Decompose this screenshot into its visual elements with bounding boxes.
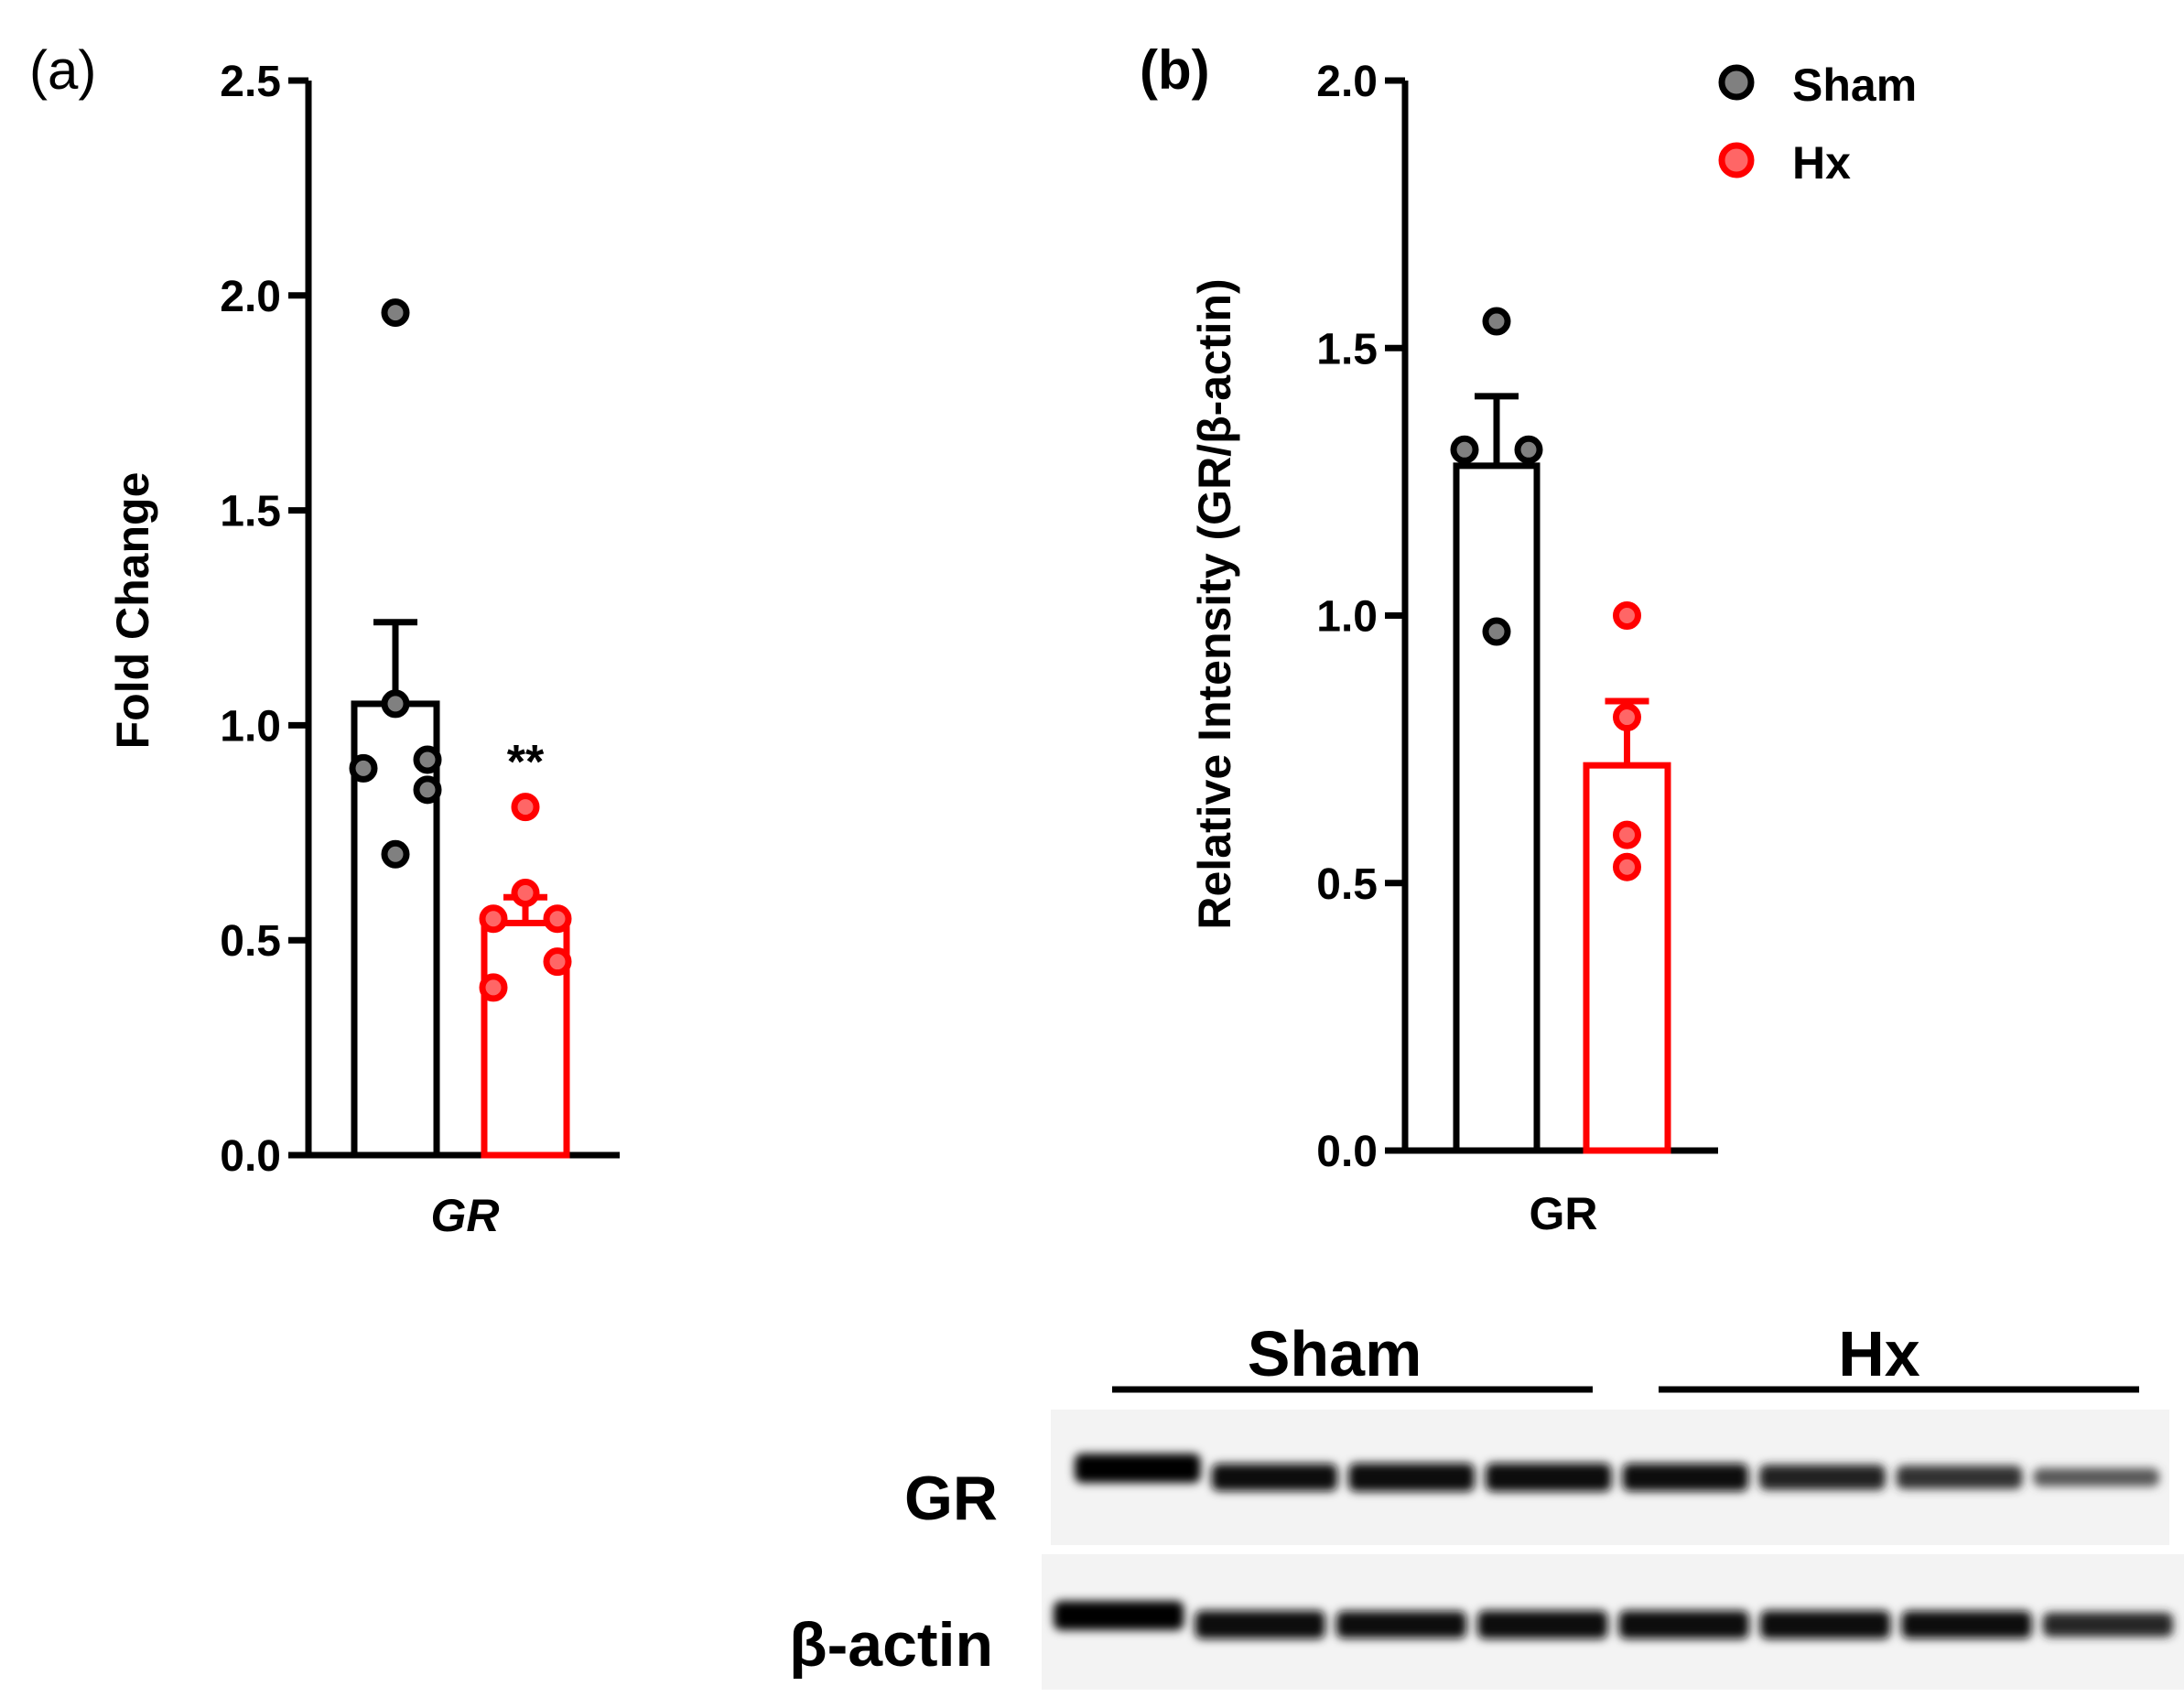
- panel-b-y-tick-label: 0.5: [1316, 860, 1378, 909]
- blot-bands-gr: [1075, 1454, 2159, 1492]
- blot-row-gr: GR: [904, 1410, 2169, 1545]
- panel-b-point-sham: [1514, 435, 1543, 464]
- panel-a-point-sham: [381, 839, 410, 869]
- panel-b-y-tick-label: 1.5: [1316, 325, 1378, 373]
- blot-group-label-sham: Sham: [1248, 1318, 1422, 1389]
- panel-a-plot-area: 0.0 0.5 1.0 1.5 2.0 2.5 **: [220, 58, 620, 1181]
- panel-b-category-label: GR: [1530, 1188, 1598, 1239]
- panel-a-point-hx: [511, 879, 540, 908]
- panel-a-point-sham: [413, 775, 442, 805]
- blot-band-gr: [2033, 1468, 2159, 1486]
- legend-marker-sham: [1718, 64, 1755, 101]
- panel-b-y-tick-label: 0.0: [1316, 1128, 1378, 1176]
- blot-group-label-hx: Hx: [1838, 1318, 1920, 1389]
- panel-a-y-tick-label: 0.5: [220, 917, 281, 966]
- panel-a-chart: (a) Fold Change 0.0 0.5 1.0 1.5 2.0 2.5 ** GR: [29, 39, 620, 1241]
- panel-b-y-tick-label: 2.0: [1316, 58, 1378, 106]
- blot-band-gr: [1348, 1463, 1475, 1492]
- panel-a-y-axis-title: Fold Change: [107, 472, 158, 750]
- panel-b-point-hx: [1613, 852, 1641, 881]
- panel-a-bar-hx: [481, 919, 570, 1159]
- blot-band-actin: [1054, 1601, 1184, 1630]
- blot-bands-actin: [1054, 1601, 2173, 1639]
- panel-b-bar-sham: [1453, 462, 1541, 1154]
- panel-b-point-hx: [1613, 601, 1641, 630]
- blot-row-label-actin: β-actin: [789, 1610, 993, 1680]
- panel-a-y-tick-label: 1.0: [220, 702, 281, 751]
- panel-a-point-hx: [479, 904, 508, 934]
- panel-a-y-tick-label: 2.5: [220, 58, 281, 106]
- blot-band-gr: [1759, 1465, 1886, 1490]
- panel-a-category-label: GR: [431, 1190, 500, 1241]
- blot-band-actin: [1759, 1610, 1891, 1639]
- blot-band-gr: [1485, 1463, 1612, 1492]
- blot-band-gr: [1075, 1454, 1201, 1483]
- panel-b-point-hx: [1613, 703, 1641, 732]
- blot-band-actin: [1195, 1610, 1325, 1639]
- legend-marker-hx: [1718, 142, 1755, 178]
- panel-a-point-sham: [381, 298, 410, 328]
- blot-band-actin: [1901, 1610, 2032, 1639]
- panel-a-point-hx: [543, 904, 572, 934]
- panel-a-point-sham: [349, 753, 378, 783]
- legend-label-sham: Sham: [1792, 59, 1917, 111]
- panel-b-chart: (b) Relative Intensity (GR/β-actin) 0.00…: [1140, 39, 1718, 1239]
- blot-row-actin: β-actin: [789, 1554, 2184, 1690]
- blot-band-gr: [1896, 1465, 2023, 1489]
- blot-band-actin: [1335, 1611, 1467, 1638]
- panel-b-label: (b): [1140, 39, 1210, 101]
- legend-entry-hx: Hx: [1718, 137, 1851, 189]
- panel-b-y-axis-title: Relative Intensity (GR/β-actin): [1189, 278, 1240, 929]
- panel-b-point-sham: [1482, 307, 1511, 336]
- legend: Sham Hx: [1718, 59, 1917, 189]
- panel-a-point-sham: [381, 689, 410, 719]
- blot-band-gr: [1211, 1464, 1338, 1491]
- panel-a-y-tick-label: 0.0: [220, 1132, 281, 1181]
- blot-band-actin: [1477, 1610, 1608, 1639]
- blot-band-actin: [1618, 1610, 1749, 1639]
- legend-label-hx: Hx: [1792, 137, 1851, 189]
- panel-b-bar-hx: [1583, 762, 1671, 1154]
- panel-b-point-sham: [1482, 617, 1511, 646]
- blot-row-label-gr: GR: [904, 1464, 998, 1533]
- panel-a-point-hx: [543, 947, 572, 977]
- blot-band-actin: [2042, 1612, 2173, 1638]
- panel-a-label: (a): [29, 39, 96, 101]
- panel-a-point-sham: [413, 745, 442, 774]
- panel-a-y-tick-label: 2.0: [220, 273, 281, 321]
- panel-b-point-hx: [1613, 820, 1641, 849]
- blot-band-gr: [1622, 1463, 1749, 1492]
- panel-b-point-sham: [1450, 435, 1479, 464]
- legend-entry-sham: Sham: [1718, 59, 1917, 111]
- panel-a-point-hx: [511, 793, 540, 822]
- panel-a-y-tick-label: 1.5: [220, 488, 281, 536]
- panel-a-significance-hx: **: [507, 736, 545, 789]
- panel-b-y-tick-label: 1.0: [1316, 593, 1378, 642]
- panel-a-point-hx: [479, 973, 508, 1002]
- western-blot: Sham Hx GR β-actin: [789, 1318, 2184, 1690]
- panel-b-plot-area: 0.0 0.5 1.0 1.5 2.0: [1316, 58, 1718, 1176]
